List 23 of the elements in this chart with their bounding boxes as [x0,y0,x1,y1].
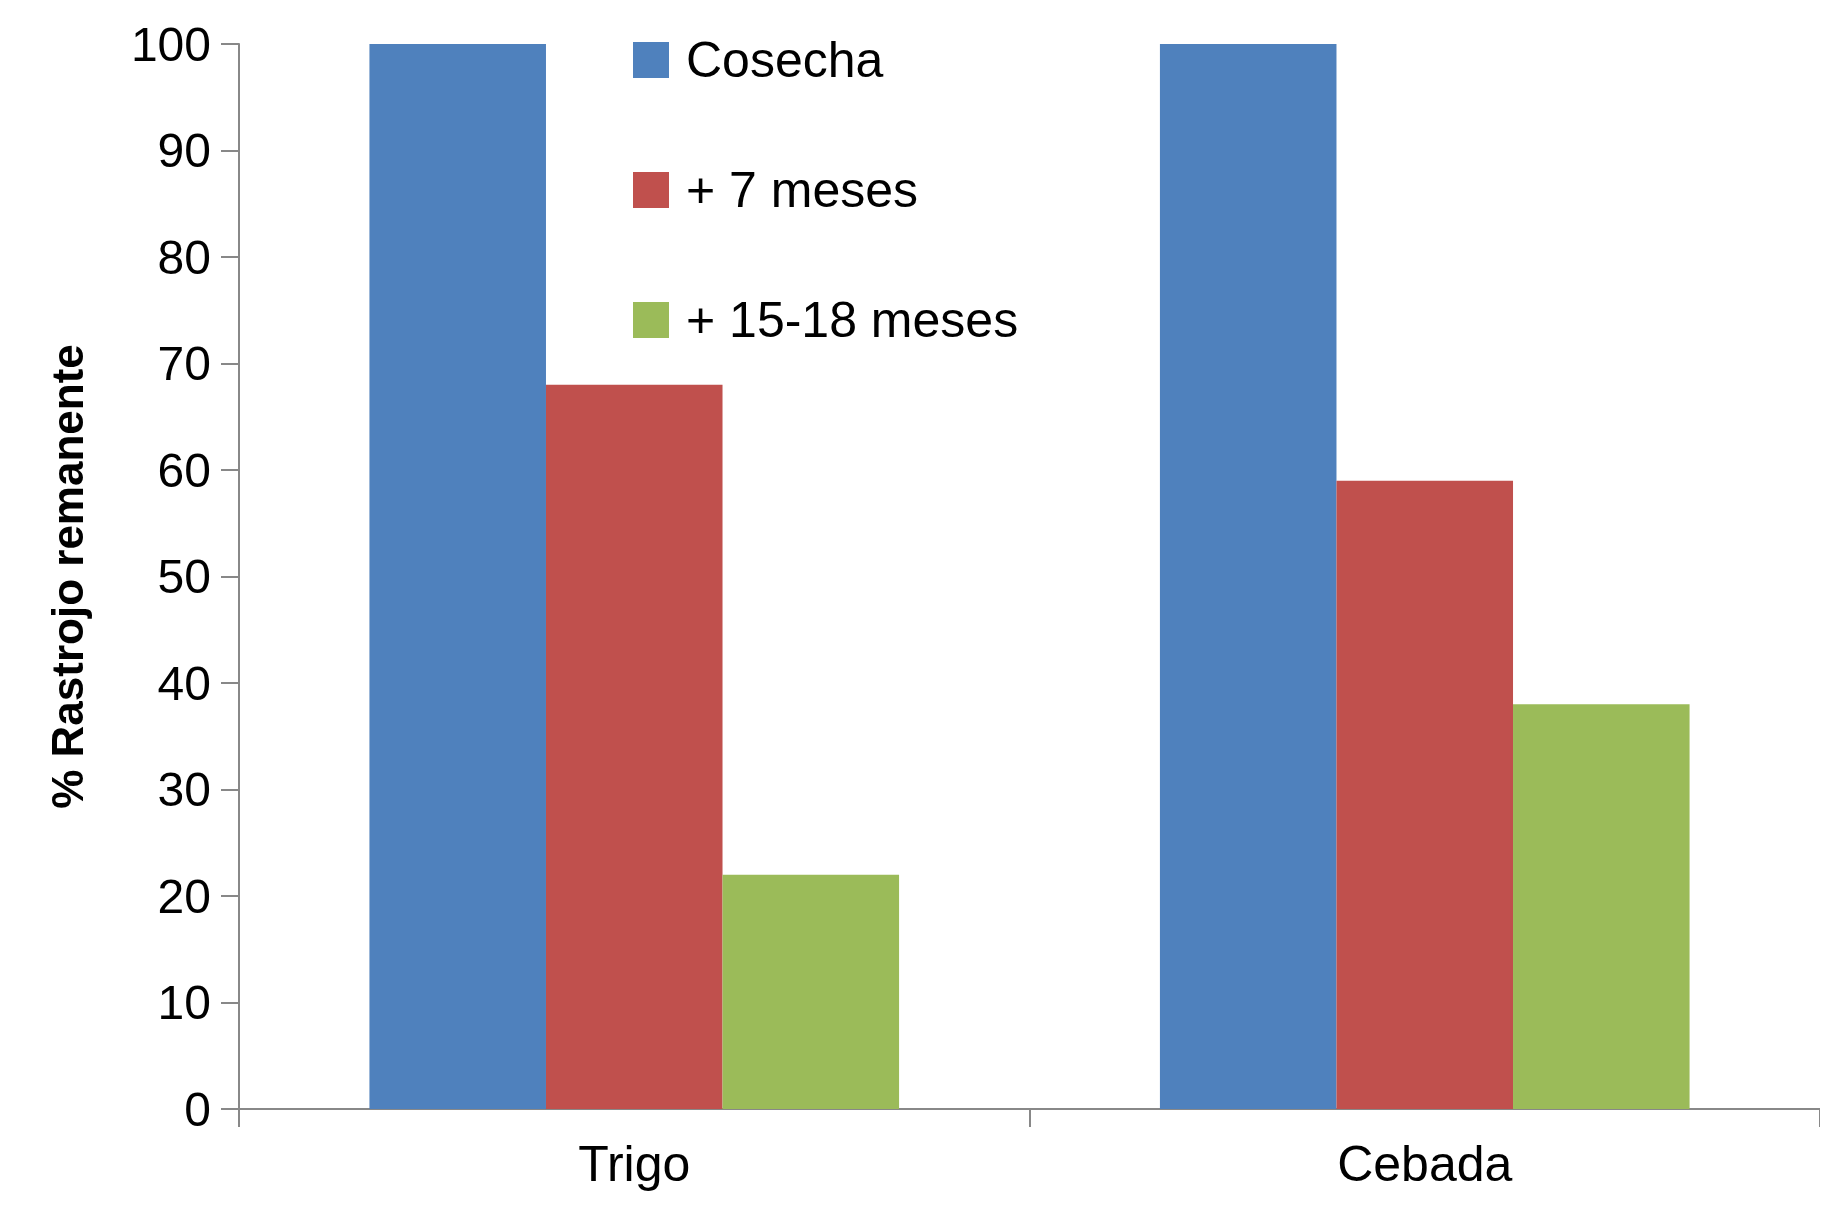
legend-label: + 15-18 meses [686,292,1019,348]
y-tick-label: 0 [184,1082,211,1136]
y-tick-label: 60 [157,443,211,497]
bar [369,44,546,1109]
y-tick-label: 30 [157,763,211,816]
bar [1159,44,1337,1109]
bar [722,874,900,1109]
y-tick-label: 50 [157,550,211,603]
bar [1336,480,1514,1109]
y-tick-label: 80 [157,230,211,284]
y-tick-label: 40 [157,656,211,710]
y-tick-label: 70 [157,337,211,390]
y-tick-label: 100 [130,17,211,71]
bar [1513,704,1690,1109]
y-tick-label: 90 [157,124,211,177]
y-tick-label: 10 [157,976,211,1029]
legend-label: + 7 meses [686,162,919,218]
x-tick-label: Cebada [1337,1136,1513,1192]
y-axis-title: % Rastrojo remanente [42,344,92,809]
legend-label: Cosecha [686,32,884,88]
x-tick-label: Trigo [578,1136,691,1192]
bar [545,384,723,1109]
y-tick-label: 20 [157,869,211,923]
